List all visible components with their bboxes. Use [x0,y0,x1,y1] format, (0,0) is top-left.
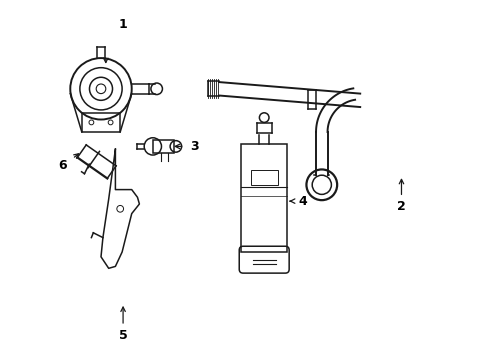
Bar [153,140,174,153]
Text: 5: 5 [119,329,127,342]
Text: 4: 4 [298,195,307,208]
Text: 3: 3 [190,140,198,153]
Bar [241,144,287,252]
Bar [82,113,120,132]
Text: 1: 1 [119,18,127,31]
Text: 6: 6 [58,159,67,172]
Bar [251,170,278,185]
Text: 2: 2 [397,201,406,213]
